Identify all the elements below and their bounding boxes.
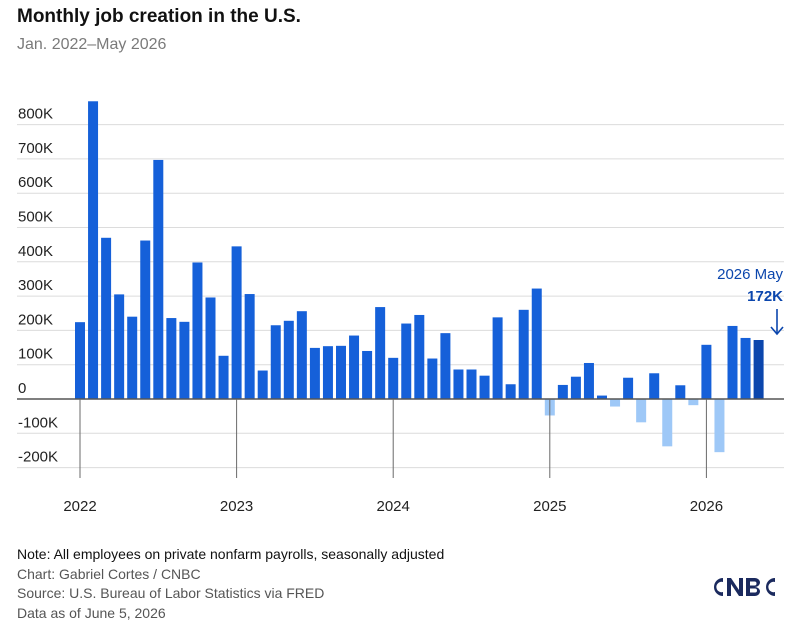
bar	[296, 311, 307, 399]
bar	[401, 323, 412, 399]
bar	[205, 297, 216, 399]
bar	[127, 316, 138, 399]
bar	[244, 294, 255, 399]
bar	[101, 237, 112, 399]
cnbc-logo-lettering	[714, 578, 775, 596]
bar	[427, 358, 438, 399]
bar	[557, 384, 568, 399]
bar	[257, 370, 268, 399]
bar	[453, 369, 464, 399]
bar	[75, 322, 85, 399]
chart-credit: Chart: Gabriel Cortes / CNBC	[17, 565, 201, 582]
footer-note: Note: All employees on private nonfarm p…	[17, 546, 445, 562]
bar	[166, 318, 177, 399]
data-date: Data as of June 5, 2026	[17, 604, 166, 621]
x-tick-label: 2025	[533, 498, 566, 515]
annotation-month-label: 2026 May	[717, 266, 783, 283]
bar	[309, 347, 320, 399]
bar	[388, 357, 399, 399]
source-line: Source: U.S. Bureau of Labor Statistics …	[17, 585, 325, 601]
bar	[636, 399, 647, 423]
y-tick-label: -100K	[18, 414, 58, 431]
bar	[375, 307, 386, 399]
cnbc-logo	[714, 578, 775, 596]
bar	[570, 376, 581, 399]
chart-title: Monthly job creation in the U.S.	[17, 6, 301, 27]
y-tick-label: 700K	[18, 140, 53, 157]
bar	[140, 240, 151, 399]
bar	[714, 399, 725, 453]
bar	[727, 325, 738, 399]
bar	[531, 288, 542, 399]
y-tick-label: -200K	[18, 449, 58, 466]
bar	[414, 314, 425, 399]
bar	[701, 344, 712, 399]
y-tick-label: 800K	[18, 106, 53, 123]
y-tick-label: 0	[18, 380, 26, 397]
bar	[349, 335, 360, 399]
bar	[362, 350, 373, 399]
bar	[283, 320, 294, 399]
grid-lines	[17, 124, 784, 469]
x-tick-label: 2024	[377, 498, 410, 515]
bar	[153, 159, 164, 399]
bar	[440, 333, 451, 399]
bar	[322, 346, 333, 399]
y-tick-label: 200K	[18, 311, 53, 328]
bar	[466, 369, 477, 399]
x-tick-label: 2023	[220, 498, 253, 515]
bar	[505, 384, 516, 399]
y-tick-label: 300K	[18, 277, 53, 294]
x-axis-tick-labels: 2022 2023 2024 2025 2026	[63, 399, 723, 515]
bar	[192, 262, 203, 399]
bar	[231, 246, 242, 399]
bar	[649, 373, 660, 399]
chart-subtitle: Jan. 2022–May 2026	[17, 36, 167, 53]
bar	[688, 399, 699, 406]
bar	[88, 101, 99, 399]
bar	[753, 340, 764, 399]
bar	[518, 309, 529, 399]
bar	[218, 355, 229, 399]
y-tick-label: 600K	[18, 174, 53, 191]
bar	[623, 377, 634, 399]
arrow-down-icon	[770, 309, 784, 336]
x-tick-label: 2022	[63, 498, 96, 515]
latest-value-annotation: 2026 May 172K	[717, 266, 784, 336]
annotation-value-label: 172K	[747, 288, 783, 305]
bar	[610, 399, 621, 407]
bar	[740, 337, 751, 399]
y-tick-label: 400K	[18, 243, 53, 260]
bar	[179, 321, 190, 399]
bar	[662, 399, 673, 447]
chart-footer: Note: All employees on private nonfarm p…	[17, 545, 444, 623]
bar	[675, 385, 686, 399]
bar	[336, 345, 346, 399]
bars	[75, 101, 764, 453]
bar	[583, 362, 594, 399]
y-tick-label: 100K	[18, 346, 53, 363]
bar	[597, 395, 607, 399]
bar	[114, 294, 125, 399]
y-tick-label: 500K	[18, 209, 53, 226]
bar	[492, 317, 503, 399]
bar-chart: 800K 700K 600K 500K 400K 300K 200K 100K 0 -100K -2…	[17, 101, 784, 515]
x-tick-label: 2026	[690, 498, 723, 515]
bar	[479, 375, 490, 399]
y-axis-tick-labels: 800K 700K 600K 500K 400K 300K 200K 100K 0 -100K -2…	[18, 106, 58, 466]
bar	[270, 325, 281, 399]
